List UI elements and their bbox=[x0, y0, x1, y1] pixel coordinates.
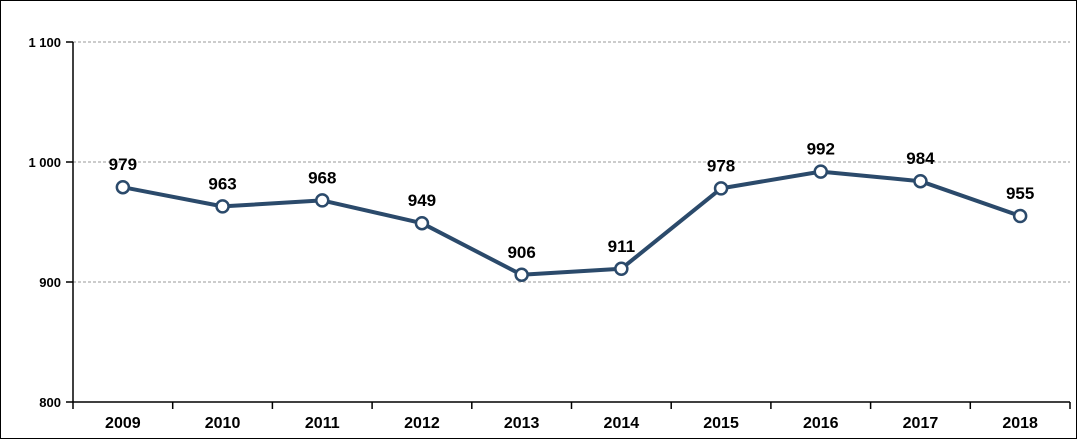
x-axis-label: 2010 bbox=[205, 415, 241, 432]
x-axis-label: 2017 bbox=[903, 415, 939, 432]
data-point-marker bbox=[713, 181, 729, 196]
x-axis-label: 2018 bbox=[1002, 415, 1038, 432]
data-point-marker bbox=[813, 164, 828, 179]
data-point-label: 955 bbox=[1006, 184, 1034, 203]
data-point-label: 963 bbox=[208, 174, 236, 193]
x-axis-label: 2012 bbox=[404, 415, 440, 432]
x-axis-label: 2016 bbox=[803, 415, 839, 432]
data-point-label: 968 bbox=[308, 168, 336, 187]
data-point-label: 992 bbox=[807, 140, 835, 159]
data-point-marker bbox=[115, 179, 131, 195]
y-axis-label: 1 000 bbox=[28, 155, 61, 170]
x-axis-label: 2014 bbox=[604, 415, 640, 432]
x-axis-label: 2013 bbox=[504, 415, 540, 432]
data-point-marker bbox=[514, 267, 529, 283]
data-point-label: 906 bbox=[507, 243, 535, 262]
data-point-marker bbox=[215, 199, 230, 214]
data-point-marker bbox=[315, 193, 330, 208]
x-axis-label: 2009 bbox=[105, 415, 141, 432]
data-point-label: 978 bbox=[707, 156, 735, 175]
data-point-label: 984 bbox=[906, 149, 935, 168]
data-point-label: 911 bbox=[608, 237, 635, 256]
data-point-marker bbox=[614, 261, 629, 277]
y-axis-label: 1 100 bbox=[28, 35, 61, 50]
x-axis-label: 2015 bbox=[703, 415, 739, 432]
series-line bbox=[120, 169, 1023, 277]
x-axis-label: 2011 bbox=[305, 415, 340, 432]
data-point-marker bbox=[913, 173, 928, 189]
data-point-marker bbox=[1012, 208, 1028, 224]
data-point-label: 979 bbox=[109, 155, 137, 174]
data-point-label: 949 bbox=[408, 191, 436, 210]
data-point-marker bbox=[414, 215, 430, 231]
y-axis-label: 800 bbox=[39, 395, 61, 410]
y-axis-label: 900 bbox=[39, 275, 61, 290]
